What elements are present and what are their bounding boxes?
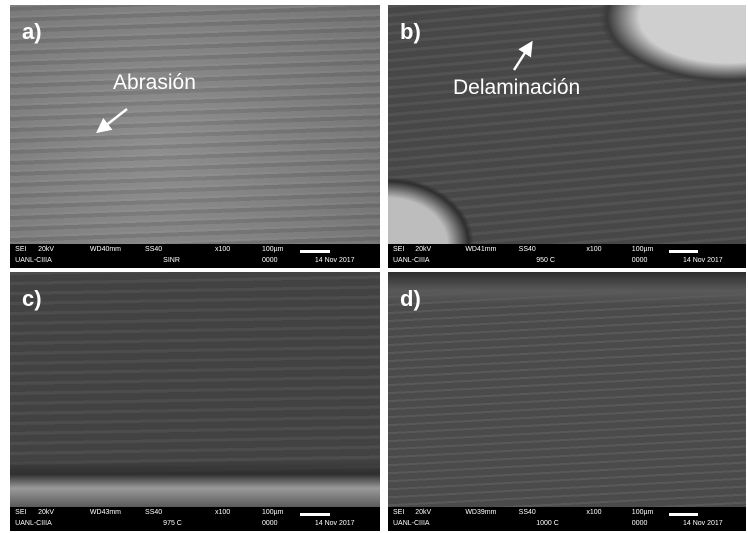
arrow: [100, 109, 127, 130]
page: a)AbrasiónSEI20kVWD40mmSS40x100100µmUANL…: [0, 0, 748, 533]
arrow: [514, 45, 530, 70]
arrows: [0, 0, 748, 533]
